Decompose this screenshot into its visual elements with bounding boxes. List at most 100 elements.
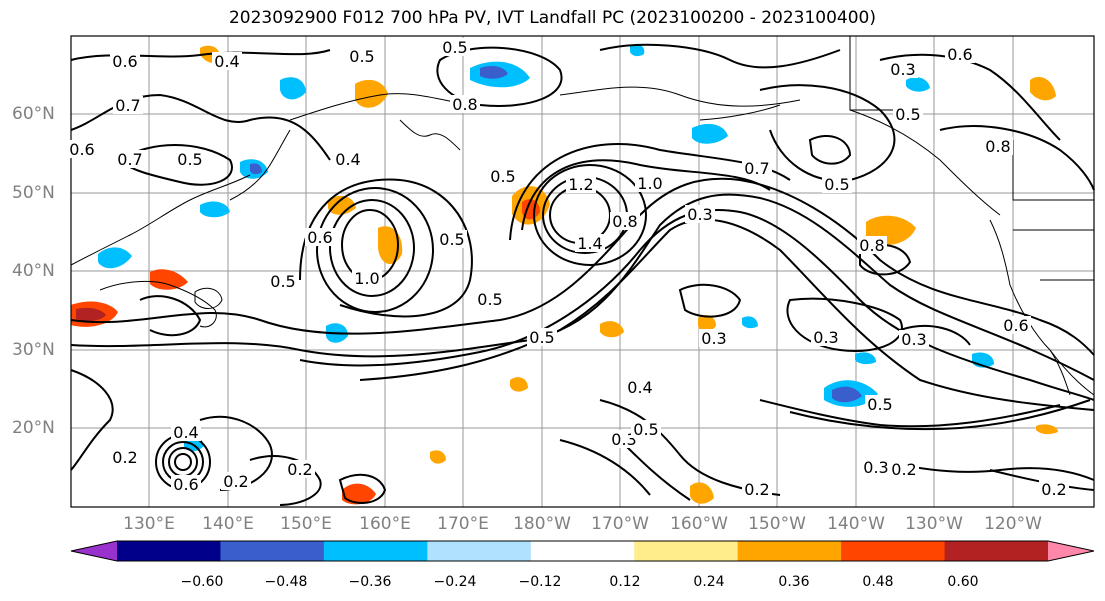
contour-label: 0.8 xyxy=(612,212,637,231)
lon-label-130e: 130°E xyxy=(123,514,175,534)
lat-label-40n: 40°N xyxy=(12,261,55,281)
contour-label-bg xyxy=(268,272,298,290)
contour-label: 0.5 xyxy=(895,105,920,124)
contour-label-bg xyxy=(861,458,891,476)
contour-label: 0.4 xyxy=(627,378,652,397)
contour-label-bg xyxy=(305,228,335,246)
contour-label-bg xyxy=(1039,480,1069,498)
contour-label-bg xyxy=(857,236,887,254)
lat-label-60n: 60°N xyxy=(12,104,55,124)
contour-label: 1.2 xyxy=(568,175,593,194)
contour-label-bg xyxy=(110,448,140,466)
contour-label-bg xyxy=(171,423,201,441)
page-title: 2023092900 F012 700 hPa PV, IVT Landfall… xyxy=(228,8,876,28)
colorbar-tick: 0.24 xyxy=(693,574,725,590)
contour-label-bg xyxy=(631,420,661,438)
contour-label: 0.3 xyxy=(890,60,915,79)
contour-label: 0.8 xyxy=(985,137,1010,156)
contour-label: 0.2 xyxy=(1041,480,1066,499)
contour-label: 0.5 xyxy=(477,290,502,309)
contour-label-bg xyxy=(285,460,315,478)
contour-label: 1.4 xyxy=(577,234,602,253)
contour-label: 0.3 xyxy=(813,328,838,347)
contour-label-bg xyxy=(566,175,596,193)
contour-label-layer: 0.6 0.5 0.4 0.5 0.7 0.8 0.6 0.5 0.7 0.6 0.5 1.2 1.0 1… xyxy=(67,38,1069,499)
contour-label-bg xyxy=(742,480,772,498)
map-frame xyxy=(70,35,1095,508)
contour-label: 0.7 xyxy=(115,96,140,115)
lon-label-170w: 170°W xyxy=(591,514,649,534)
lon-label-160e: 160°E xyxy=(359,514,411,534)
contour-label: 0.6 xyxy=(947,45,972,64)
contour-label: 0.8 xyxy=(452,95,477,114)
contour-label-bg xyxy=(437,230,467,248)
contour-label: 0.6 xyxy=(1003,316,1028,335)
contour-label: 0.3 xyxy=(701,329,726,348)
contour-label-bg xyxy=(575,234,605,252)
contour-label-bg xyxy=(893,105,923,123)
colorbar-frame xyxy=(70,540,1095,562)
colorbar-tick: −0.48 xyxy=(264,574,308,590)
contour-label-bg xyxy=(625,378,655,396)
contour-label: 0.2 xyxy=(744,480,769,499)
contour-label-bg xyxy=(352,269,382,287)
contour-label-bg xyxy=(899,330,929,348)
lon-label-130w: 130°W xyxy=(905,514,963,534)
contour-label-bg xyxy=(822,175,852,193)
contour-label: 0.4 xyxy=(335,150,360,169)
lon-label-150e: 150°E xyxy=(280,514,332,534)
colorbar-segment xyxy=(117,541,221,561)
contour-label: 1.0 xyxy=(354,269,379,288)
contour-label: 0.5 xyxy=(824,175,849,194)
contour-label-bg xyxy=(333,150,363,168)
colorbar-segment xyxy=(944,541,1049,561)
contour-label-bg xyxy=(113,96,143,114)
contour-label: 0.3 xyxy=(901,330,926,349)
contour-label: 0.2 xyxy=(223,472,248,491)
colorbar-segment xyxy=(634,541,739,561)
contour-label-bg xyxy=(212,52,242,70)
lat-label-20n: 20°N xyxy=(12,418,55,438)
colorbar-tick: −0.24 xyxy=(433,574,477,590)
lon-label-160w: 160°W xyxy=(670,514,728,534)
contour-label-bg xyxy=(440,38,470,56)
lon-label-140e: 140°E xyxy=(202,514,254,534)
contour-label: 0.6 xyxy=(69,140,94,159)
contour-label-bg xyxy=(450,95,480,113)
contour-label-bg xyxy=(171,475,201,493)
contour-label: 0.2 xyxy=(112,448,137,467)
contour-label: 0.2 xyxy=(891,460,916,479)
lon-label-180w: 180°W xyxy=(513,514,571,534)
contour-label: 0.5 xyxy=(349,47,374,66)
contour-label: 0.7 xyxy=(744,159,769,178)
contour-label-bg xyxy=(527,328,557,346)
lon-label-170e: 170°E xyxy=(437,514,489,534)
contour-label-bg xyxy=(67,140,97,158)
contour-label-bg xyxy=(221,472,251,490)
contour-label: 0.4 xyxy=(214,52,239,71)
colorbar-tick: −0.36 xyxy=(348,574,392,590)
contour-label-bg xyxy=(347,47,377,65)
lat-label-50n: 50°N xyxy=(12,183,55,203)
contour-label-bg xyxy=(889,460,919,478)
colorbar-tick: −0.12 xyxy=(518,574,562,590)
colorbar-segment xyxy=(530,541,635,561)
colorbar-segment xyxy=(323,541,428,561)
contour-label-bg xyxy=(610,212,640,230)
contour-label-bg xyxy=(699,329,729,347)
contour-label: 0.5 xyxy=(442,38,467,57)
colorbar-tick: 0.48 xyxy=(862,574,894,590)
graticule xyxy=(71,36,1094,507)
colorbar-segment xyxy=(71,541,117,561)
contour-label: 0.3 xyxy=(611,430,636,449)
contour-label-bg xyxy=(115,150,145,168)
contour-label-bg xyxy=(811,328,841,346)
contour-label: 0.5 xyxy=(633,420,658,439)
colorbar-tick: 0.36 xyxy=(778,574,810,590)
contour-label: 0.5 xyxy=(177,150,202,169)
contour-label: 0.7 xyxy=(117,150,142,169)
contour-label: 0.4 xyxy=(173,423,198,442)
contour-label: 0.8 xyxy=(859,236,884,255)
lon-label-120w: 120°W xyxy=(984,514,1042,534)
